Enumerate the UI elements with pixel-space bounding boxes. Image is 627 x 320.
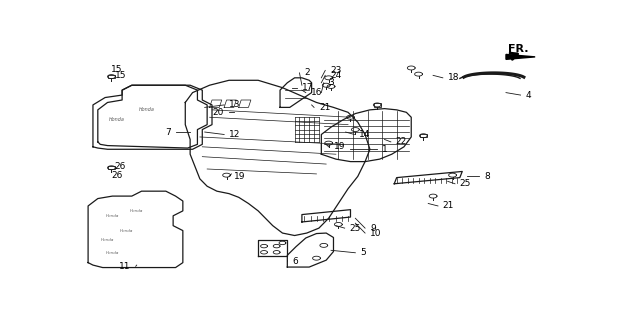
Text: Honda: Honda	[106, 251, 119, 255]
Text: 25: 25	[460, 179, 472, 188]
Text: Honda: Honda	[139, 107, 154, 112]
Polygon shape	[506, 54, 535, 59]
Text: 6: 6	[292, 257, 298, 266]
Text: 12: 12	[229, 130, 240, 139]
Text: 14: 14	[359, 130, 371, 139]
Text: 23: 23	[330, 66, 342, 75]
Text: 25: 25	[349, 224, 361, 233]
Text: 15: 15	[112, 65, 123, 74]
Text: FR.: FR.	[508, 44, 529, 54]
Text: 26: 26	[112, 172, 123, 180]
Text: 16: 16	[310, 88, 322, 97]
Text: 8: 8	[484, 172, 490, 181]
Text: 21: 21	[443, 202, 454, 211]
Text: 15: 15	[115, 71, 126, 80]
Text: Honda: Honda	[106, 214, 119, 218]
Text: 19: 19	[234, 172, 245, 181]
Text: 10: 10	[370, 228, 381, 237]
Text: 13: 13	[229, 100, 241, 109]
Text: 1: 1	[382, 145, 388, 154]
Text: Honda: Honda	[101, 238, 114, 243]
Text: Honda: Honda	[130, 209, 144, 213]
Text: 21: 21	[319, 103, 330, 112]
Text: 19: 19	[334, 142, 345, 151]
Text: 20: 20	[213, 108, 224, 117]
Text: 3: 3	[329, 78, 334, 87]
Text: 26: 26	[115, 162, 126, 171]
Text: 18: 18	[448, 73, 459, 82]
Text: 17: 17	[302, 83, 314, 92]
Text: 4: 4	[525, 91, 531, 100]
Text: 7: 7	[165, 128, 171, 137]
Text: 2: 2	[304, 68, 310, 77]
Text: 5: 5	[360, 248, 366, 257]
Text: 24: 24	[330, 71, 341, 80]
Text: 22: 22	[396, 137, 407, 146]
Text: 11: 11	[119, 262, 131, 271]
Text: Honda: Honda	[120, 228, 134, 233]
Text: Honda: Honda	[109, 117, 125, 122]
Text: 9: 9	[370, 224, 376, 233]
